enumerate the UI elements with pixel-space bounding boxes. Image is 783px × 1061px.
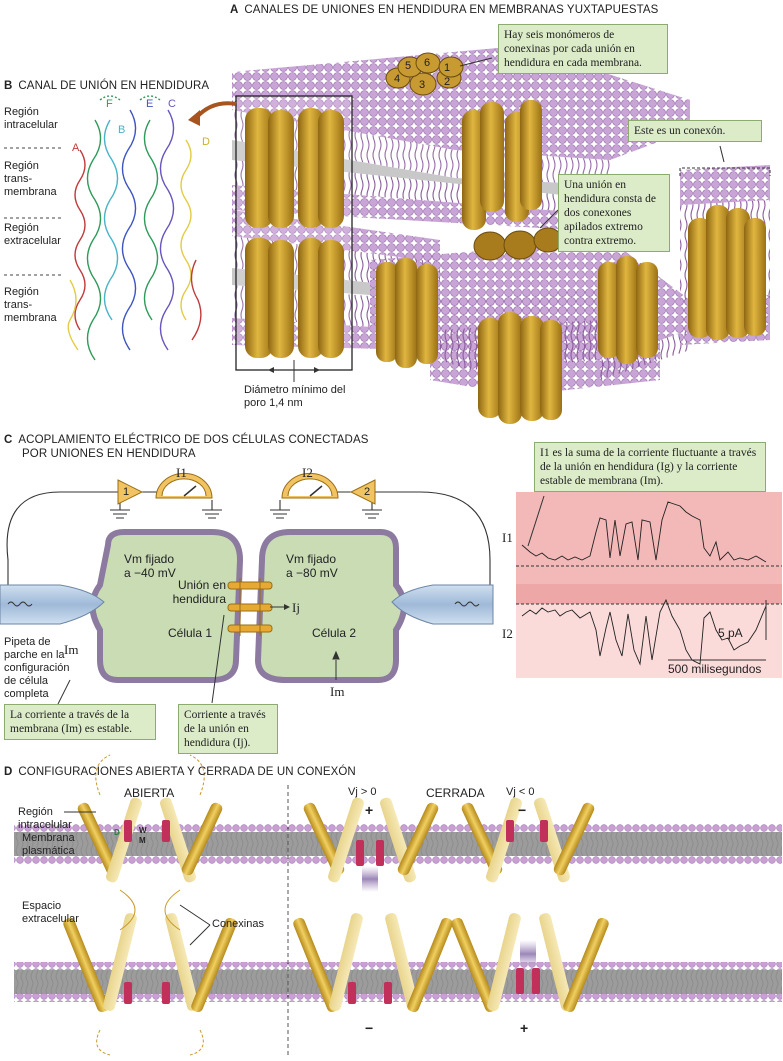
chain-label-c: C [168,98,176,110]
region-intracellular: Región intracelular [4,106,58,131]
section-c-title-line1: ACOPLAMIENTO ELÉCTRICO DE DOS CÉLULAS CO… [18,434,369,446]
connexin-leaders [64,811,211,946]
monomer-num-5: 5 [405,60,412,72]
circuit-wires [6,491,491,612]
cell-1 [89,529,244,683]
trace-panel [516,492,782,678]
section-c-title-line2: POR UNIONES EN HENDIDURA [22,448,196,460]
amplifier-2 [349,479,376,505]
residue-w: W [139,826,147,835]
amp-2-label: 2 [364,486,371,498]
label-ij: Ij [292,600,300,615]
connector-arrow [194,101,237,120]
section-a-title-text: CANALES DE UNIONES EN HENDIDURA EN MEMBR… [244,4,659,16]
region-transmembrane-2: Región trans-membrana [4,286,57,324]
chain-label-b: B [118,124,126,136]
note-current-sum: I1 es la suma de la corriente fluctuante… [534,442,766,492]
sign-plus-top: + [365,802,374,818]
chain-label-e: E [146,98,154,110]
gap-junction-center-lower [478,312,562,424]
cell-1-vm-value: a −40 mV [124,566,176,580]
residue-d: D [114,828,120,837]
ribbon-structure [67,95,202,361]
monomer-num-2: 2 [444,76,451,88]
section-a-title: A CANALES DE UNIONES EN HENDIDURA EN MEMB… [230,4,658,16]
chain-label-d: D [202,136,210,148]
chain-label-a: A [72,142,80,154]
label-im-cell2: Im [330,684,345,699]
pore-label: Diámetro mínimo del poro 1,4 nm [244,384,346,409]
meter-2 [281,472,339,499]
label-connexins: Conexinas [212,918,264,930]
label-membrane: Membrana plasmática [22,832,75,857]
gap-junction-middle [462,100,563,261]
sign-plus-bottom: + [520,1020,529,1036]
junction-label: Unión en hendidura [172,578,226,606]
section-d-title: D CONFIGURACIONES ABIERTA Y CERRADA DE UN… [4,766,356,778]
note-connexon: Este es un conexón. [628,120,762,142]
cell-2-vm-value: a −80 mV [286,566,338,580]
cell-1-label: Célula 1 [168,626,213,640]
gap-junction-outlined [235,95,353,371]
note-monomers: Hay seis monómeros de conexinas por cada… [498,24,668,74]
sign-minus-bottom: − [365,1020,374,1036]
region-extracellular: Región extracelular [4,222,61,247]
im-arrows [57,614,340,705]
section-d-title-text: CONFIGURACIONES ABIERTA Y CERRADA DE UN … [18,766,356,778]
cell-1-vm-label: Vm fijado [124,552,175,566]
monomer-num-4: 4 [394,73,401,85]
scale-current: 5 pA [718,626,743,640]
section-b-title-text: CANAL DE UNIÓN EN HENDIDURA [18,80,210,92]
residue-m: M [139,836,146,845]
gap-junction-left-lower [376,258,438,368]
monomer-num-1: 1 [444,62,451,74]
label-region-intracellular: Región intracelular [18,806,72,831]
label-vj-neg: Vj < 0 [506,786,535,798]
cell-1-vm: Vm fijado a −40 mV [124,552,176,580]
section-d-letter: D [4,766,13,778]
amplifier-1 [117,479,144,505]
connexon-open [63,754,237,1056]
amp-1-label: 1 [123,486,130,498]
section-c-title: C ACOPLAMIENTO ELÉCTRICO DE DOS CÉLULAS C… [4,434,369,446]
monomer-num-6: 6 [424,57,431,69]
pipette-right [391,584,494,625]
label-im-cell1: Im [64,642,79,657]
pore-dimension [268,360,320,382]
section-a-letter: A [230,4,239,16]
label-vj-pos: Vj > 0 [348,786,377,798]
connexon-closed-vj-neg [451,797,609,1013]
monomer-num-3: 3 [419,79,426,91]
gap-junction-right-lower [598,256,658,364]
chain-label-f: F [106,98,113,110]
meter-1 [155,472,213,499]
trace-label-i1: I1 [502,530,513,545]
note-junction-current: Corriente a través de la unión en hendid… [178,704,278,754]
pipette-left [0,584,105,625]
connexon-closed-vj-pos [293,797,453,1013]
sign-minus-top: − [518,802,527,818]
label-open: ABIERTA [124,786,175,800]
cell-2-vm-label: Vm fijado [286,552,337,566]
region-transmembrane-1: Región trans-membrana [4,160,57,198]
gap-junction-channels [227,578,290,636]
connexon-single [679,167,771,340]
cell-2-label: Célula 2 [312,626,357,640]
section-b-title: B CANAL DE UNIÓN EN HENDIDURA [4,80,209,92]
scale-time: 500 milisegundos [668,662,762,676]
note-junction: Una unión en hendidura consta de dos con… [558,174,670,252]
connexin-monomers-top [385,52,464,96]
trace-label-i2: I2 [502,626,513,641]
label-i2: I2 [302,465,313,480]
section-c-letter: C [4,434,13,446]
label-closed: CERRADA [426,786,485,800]
region-dividers [4,147,64,276]
cell-2-vm: Vm fijado a −80 mV [286,552,338,580]
section-b-letter: B [4,80,13,92]
note-membrane-current: La corriente a través de la membrana (Im… [4,704,156,740]
pipette-label: Pipeta de parche en la configuración de … [4,636,70,700]
label-extracellular: Espacio extracelular [22,900,79,925]
label-i1: I1 [176,465,187,480]
